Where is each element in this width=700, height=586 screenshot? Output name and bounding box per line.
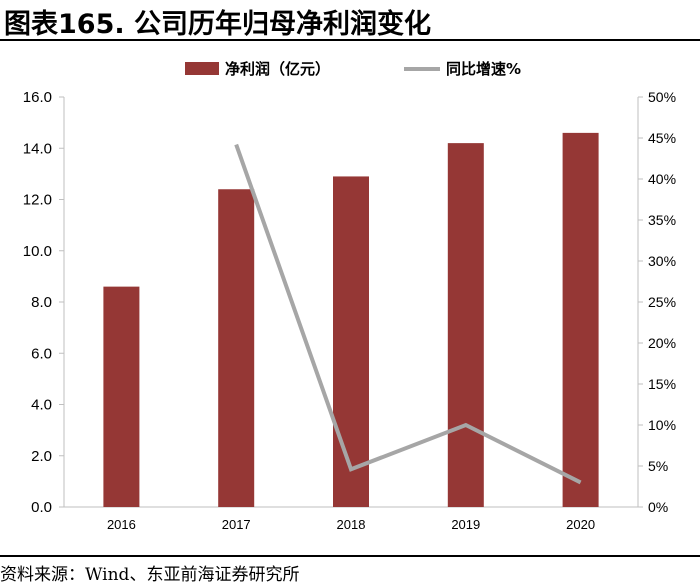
chart-title: 图表165. 公司历年归母净利润变化 [4, 9, 432, 40]
chart: 净利润（亿元） 同比增速% 0.0 2.0 4.0 6.0 8.0 10.0 12.0 14.… [23, 60, 676, 532]
legend-bar-swatch [185, 62, 219, 75]
y-tick-label-left: 6.0 [31, 345, 52, 362]
bar-2019 [447, 143, 484, 507]
source-note: 资料来源：Wind、东亚前海证券研究所 [0, 565, 300, 585]
y-tick-label-left: 10.0 [23, 243, 52, 260]
y-tick-label-left: 2.0 [31, 448, 52, 465]
y-tick-label-right: 30% [648, 253, 676, 269]
title-row: 图表165. 公司历年归母净利润变化 [0, 0, 700, 40]
x-tick-label: 2016 [107, 517, 136, 532]
bar-2018 [333, 176, 369, 507]
y-tick-label-left: 16.0 [23, 89, 52, 106]
x-tick-label: 2019 [451, 517, 480, 532]
plot-area: 0.0 2.0 4.0 6.0 8.0 10.0 12.0 14.0 16.0 0% 5% 10% 15… [23, 89, 676, 532]
y-tick-label-right: 20% [648, 335, 676, 351]
x-tick-label: 2020 [566, 517, 595, 532]
y-tick-label-right: 40% [648, 171, 676, 187]
y-tick-label-right: 45% [648, 130, 676, 146]
y-tick-label-left: 4.0 [31, 397, 52, 414]
bar-2016 [103, 286, 140, 507]
growth-line [234, 143, 582, 485]
y-tick-label-right: 25% [648, 294, 676, 310]
y-tick-label-right: 50% [648, 89, 676, 105]
y-tick-label-left: 8.0 [31, 294, 52, 311]
y-tick-label-right: 0% [648, 499, 668, 515]
legend: 净利润（亿元） 同比增速% [185, 60, 521, 78]
bar-2020 [562, 132, 599, 507]
y-tick-label-right: 35% [648, 212, 676, 228]
x-tick-label: 2017 [222, 517, 251, 532]
top-rule [0, 39, 700, 41]
y-tick-label-left: 14.0 [23, 140, 52, 157]
y-tick-label-right: 10% [648, 417, 676, 433]
y-tick-label-right: 5% [648, 458, 668, 474]
legend-bar-label: 净利润（亿元） [225, 60, 330, 78]
y-tick-label-left: 0.0 [31, 499, 52, 516]
legend-line-label: 同比增速% [446, 60, 521, 78]
bottom-rule [0, 555, 700, 557]
bar-2017 [218, 189, 255, 507]
x-tick-label: 2018 [337, 517, 366, 532]
y-tick-label-right: 15% [648, 376, 676, 392]
y-tick-label-left: 12.0 [23, 192, 52, 209]
